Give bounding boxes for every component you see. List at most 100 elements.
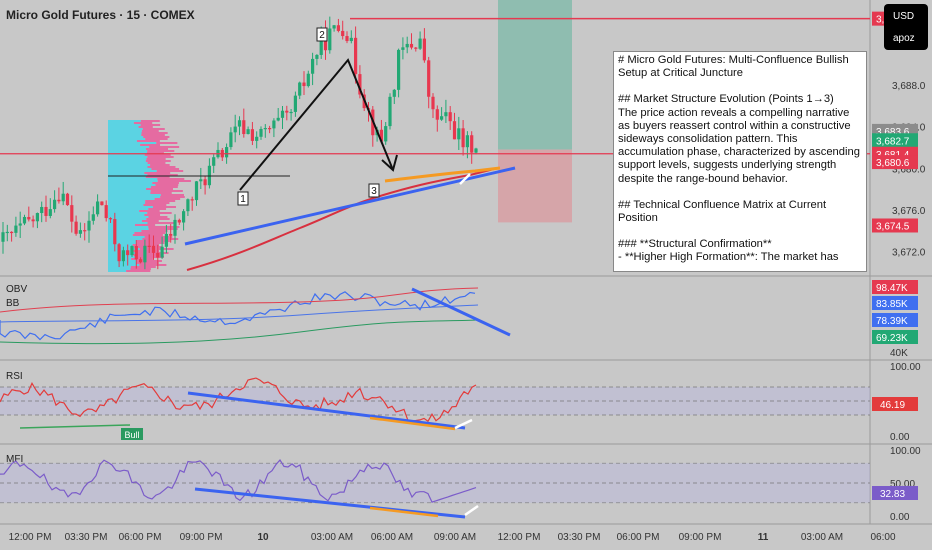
time-axis-tick: 06:00 AM — [371, 532, 413, 543]
volume-profile-bar — [150, 186, 178, 188]
candle-body — [53, 199, 57, 210]
volume-profile-bar — [130, 268, 151, 270]
volume-profile-bar — [108, 140, 137, 142]
orange-line-rsi — [369, 416, 456, 431]
candle-body — [199, 179, 203, 182]
volume-profile-bar — [108, 158, 147, 160]
candle-body — [5, 231, 9, 234]
obv-label: OBV — [6, 284, 27, 295]
candle-body — [259, 128, 263, 137]
point-label: 2 — [319, 30, 325, 41]
volume-profile-bar — [149, 146, 180, 148]
volume-profile-bar — [152, 182, 179, 184]
time-axis-tick: 09:00 AM — [434, 532, 476, 543]
volume-profile-bar — [136, 262, 159, 264]
current-marker-tick — [459, 173, 471, 185]
volume-profile-bar — [108, 220, 142, 222]
candle-body — [319, 31, 323, 55]
volume-profile-bar — [142, 128, 165, 130]
time-axis-tick: 12:00 PM — [498, 532, 541, 543]
rsi-tag-background — [872, 397, 918, 411]
volume-profile-bar — [140, 120, 160, 122]
volume-profile-bar — [147, 166, 176, 168]
candle-body — [1, 232, 5, 242]
candle-body — [414, 47, 418, 49]
candle-body — [397, 49, 401, 90]
volume-profile-bar — [108, 124, 141, 126]
candle-body — [268, 128, 272, 130]
bb-basis — [0, 304, 479, 323]
candle-body — [194, 181, 199, 201]
volume-profile-bar — [140, 144, 161, 146]
analysis-note[interactable]: # Micro Gold Futures: Multi-Confluence B… — [613, 51, 867, 272]
candle-body — [40, 206, 44, 214]
volume-profile-bar — [108, 130, 142, 132]
volume-profile-bar — [108, 166, 148, 168]
volume-profile-bar — [148, 228, 178, 230]
volume-profile-bar — [108, 238, 143, 240]
volume-profile-bar — [154, 198, 181, 200]
volume-profile-bar — [108, 182, 153, 184]
candle-body — [255, 136, 259, 141]
volume-profile-bar — [133, 254, 163, 256]
candle-body — [448, 112, 452, 122]
volume-profile-bar — [139, 248, 174, 250]
obv-line — [0, 291, 476, 341]
volume-profile-bar — [108, 120, 141, 122]
candle-body — [341, 30, 345, 37]
time-axis-tick: 03:00 AM — [801, 532, 843, 543]
price-tag: 3,683.6 — [876, 127, 910, 138]
volume-profile-bar — [147, 156, 174, 158]
price-tag: 3,682.7 — [876, 136, 910, 147]
candle-body — [108, 218, 113, 220]
volume-profile-bar — [141, 230, 168, 232]
rsi-label: RSI — [6, 371, 23, 382]
note-line: - **Higher High Formation**: The market … — [618, 251, 839, 264]
price-axis-tick: 3,672.0 — [892, 247, 926, 258]
candle-body — [242, 120, 246, 135]
volume-profile-bar — [144, 236, 173, 238]
candle-body — [186, 199, 190, 212]
volume-profile-bar — [108, 146, 150, 148]
volume-profile-bar — [108, 242, 137, 244]
volume-profile-bar — [146, 158, 166, 160]
obv-tag: 78.39K — [876, 316, 908, 327]
candle-body — [27, 216, 31, 220]
blue-trendline-rsi — [187, 391, 466, 430]
time-axis-tick: 09:00 PM — [679, 532, 722, 543]
rsi-line — [0, 377, 477, 423]
volume-profile-bar — [144, 214, 161, 216]
volume-profile-bar — [148, 216, 168, 218]
volume-profile-bar — [140, 124, 161, 126]
volume-profile-bar — [108, 136, 144, 138]
stop-zone — [498, 149, 572, 223]
candle-body — [452, 121, 457, 140]
candle-body — [143, 245, 147, 263]
candle-body — [18, 223, 22, 226]
candle-body — [31, 219, 35, 222]
candle-body — [315, 54, 319, 59]
candle-body — [87, 220, 91, 231]
candle-body — [147, 245, 151, 247]
volume-profile-bar — [108, 234, 133, 236]
volume-profile-bar — [108, 224, 136, 226]
volume-profile-bar — [108, 214, 145, 216]
volume-profile-bar — [144, 154, 171, 156]
candle-body — [306, 73, 310, 87]
candle-body — [298, 82, 302, 96]
volume-profile-bar — [134, 246, 162, 248]
volume-profile-bar — [108, 222, 148, 224]
note-gap — [618, 225, 862, 238]
volume-profile-bar — [108, 122, 134, 124]
mfi-axis-tick: 0.00 — [890, 512, 910, 523]
candle-body — [409, 43, 414, 48]
volume-profile-bar — [108, 270, 127, 272]
candle-body — [134, 246, 138, 260]
volume-profile-bar — [108, 230, 142, 232]
mfi-tag-background — [872, 486, 918, 500]
point-label-box — [237, 191, 249, 206]
candle-body — [345, 36, 349, 42]
obv-tag: 98.47K — [876, 283, 908, 294]
currency-user-box[interactable]: USD apoz — [884, 4, 928, 50]
candle-body — [272, 120, 276, 129]
